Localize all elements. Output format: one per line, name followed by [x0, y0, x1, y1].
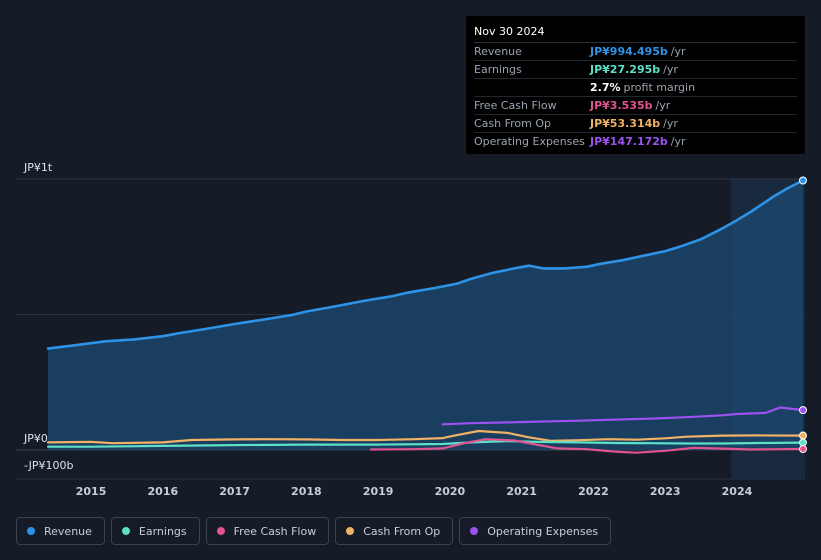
series-layer — [46, 176, 807, 454]
y-tick-label: JP¥1t — [23, 161, 53, 174]
legend-item-revenue[interactable]: Revenue — [16, 517, 105, 545]
tooltip-label: Operating Expenses — [474, 135, 585, 148]
tooltip-unit: profit margin — [623, 81, 696, 94]
operating-expenses-end-point — [799, 406, 807, 415]
tooltip-value: 2.7% — [590, 81, 621, 94]
y-tick-label: JP¥0 — [23, 432, 48, 445]
legend-dot-icon — [346, 527, 355, 535]
revenue-line — [46, 179, 805, 350]
tooltip-label — [474, 79, 590, 96]
x-tick-label: 2020 — [435, 485, 466, 498]
legend-dot-icon — [470, 527, 479, 535]
tooltip-date: Nov 30 2024 — [474, 22, 797, 43]
x-tick-label: 2024 — [722, 485, 753, 498]
tooltip-unit: /yr — [670, 135, 686, 148]
tooltip-panel: Nov 30 2024 Revenue JP¥994.495b /yr Earn… — [466, 16, 805, 154]
x-tick-label: 2022 — [578, 485, 609, 498]
legend-dot-icon — [121, 527, 130, 535]
tooltip-row-earnings: Earnings JP¥27.295b /yr — [474, 61, 797, 79]
legend-label: Operating Expenses — [487, 524, 599, 538]
x-tick-label: 2015 — [76, 485, 107, 498]
x-tick-label: 2023 — [650, 485, 681, 498]
revenue-end-point — [799, 176, 807, 185]
tooltip-label: Earnings — [474, 63, 522, 76]
tooltip-row-operating-expenses: Operating Expenses JP¥147.172b /yr — [474, 133, 797, 150]
x-tick-label: 2016 — [148, 485, 179, 498]
tooltip-row-cash-from-op: Cash From Op JP¥53.314b /yr — [474, 115, 797, 133]
tooltip-label: Revenue — [474, 45, 522, 58]
tooltip-unit: /yr — [663, 117, 678, 130]
x-axis-labels: 2015 2016 2017 2018 2019 2020 2021 2022 2023 2024 — [76, 485, 753, 498]
tooltip-row-revenue: Revenue JP¥994.495b /yr — [474, 43, 797, 61]
x-tick-label: 2021 — [506, 485, 537, 498]
tooltip-value: JP¥3.535b — [590, 99, 653, 112]
operating-expenses-line — [441, 406, 805, 426]
legend-label: Earnings — [138, 524, 187, 538]
legend-item-operating-expenses[interactable]: Operating Expenses — [459, 517, 612, 545]
legend-item-earnings[interactable]: Earnings — [110, 517, 200, 545]
tooltip-label: Free Cash Flow — [474, 99, 557, 112]
tooltip-value: JP¥27.295b — [590, 63, 661, 76]
tooltip-unit: /yr — [670, 45, 686, 58]
tooltip-row-free-cash-flow: Free Cash Flow JP¥3.535b /yr — [474, 97, 797, 115]
free-cash-flow-line — [369, 438, 805, 454]
tooltip-value: JP¥147.172b — [590, 135, 668, 148]
legend-item-free-cash-flow[interactable]: Free Cash Flow — [205, 517, 330, 545]
tooltip-row-profit-margin: 2.7% profit margin — [474, 79, 797, 97]
legend-label: Cash From Op — [363, 524, 441, 538]
cash-from-op-line — [46, 429, 805, 445]
revenue-area — [48, 180, 803, 450]
tooltip-unit: /yr — [655, 99, 671, 112]
tooltip-value: JP¥53.314b — [590, 117, 661, 130]
x-tick-label: 2017 — [219, 485, 250, 498]
free-cash-flow-end-point — [799, 445, 807, 454]
tooltip-label: Cash From Op — [474, 117, 552, 130]
x-tick-label: 2019 — [363, 485, 394, 498]
legend-label: Revenue — [44, 524, 92, 538]
tooltip-unit: /yr — [663, 63, 678, 76]
chart-legend: Revenue Earnings Free Cash Flow Cash Fro… — [16, 517, 612, 547]
tooltip-value: JP¥994.495b — [590, 45, 668, 58]
y-axis-labels: JP¥1t JP¥0 -JP¥100b — [23, 161, 73, 472]
x-tick-label: 2018 — [291, 485, 322, 498]
cash-from-op-end-point — [799, 431, 807, 440]
legend-label: Free Cash Flow — [233, 524, 317, 538]
legend-item-cash-from-op[interactable]: Cash From Op — [335, 517, 454, 545]
legend-dot-icon — [27, 527, 35, 535]
legend-dot-icon — [216, 527, 225, 535]
y-tick-label: -JP¥100b — [24, 459, 73, 472]
